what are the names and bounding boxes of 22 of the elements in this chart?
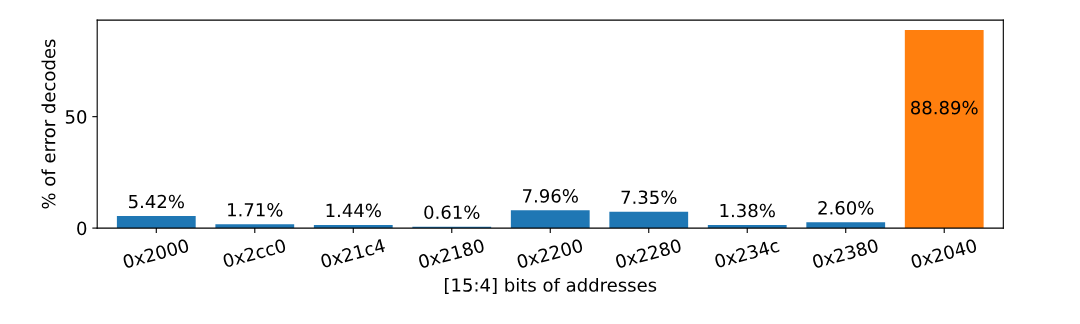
x-tick-label: 0x2cc0 [222, 238, 287, 268]
data-label: 88.89% [911, 100, 978, 115]
data-label: 1.38% [720, 203, 775, 218]
x-tick-label: 0x2000 [122, 238, 190, 269]
y-axis-title: % of error decodes [41, 39, 56, 209]
x-axis-title: [15:4] bits of addresses [444, 277, 657, 294]
x-tick-label: 0x2200 [516, 238, 584, 269]
data-label: 1.71% [228, 202, 283, 217]
data-label: 1.44% [326, 203, 381, 218]
x-tick-label: 0x234c [714, 238, 780, 269]
data-label: 7.96% [523, 189, 578, 203]
data-label: 2.60% [818, 200, 874, 215]
data-label: 0.61% [424, 205, 480, 220]
x-tick-label: 0x21c4 [320, 238, 386, 269]
x-tick-label: 0x2280 [614, 238, 682, 269]
y-tick-label: 0 [77, 221, 87, 236]
data-label: 5.42% [129, 194, 184, 209]
y-tick-label: 50 [65, 110, 87, 124]
x-tick-label: 0x2040 [910, 238, 978, 269]
x-tick-label: 0x2180 [417, 238, 485, 269]
x-tick-label: 0x2380 [811, 238, 879, 269]
data-label: 7.35% [621, 190, 677, 205]
